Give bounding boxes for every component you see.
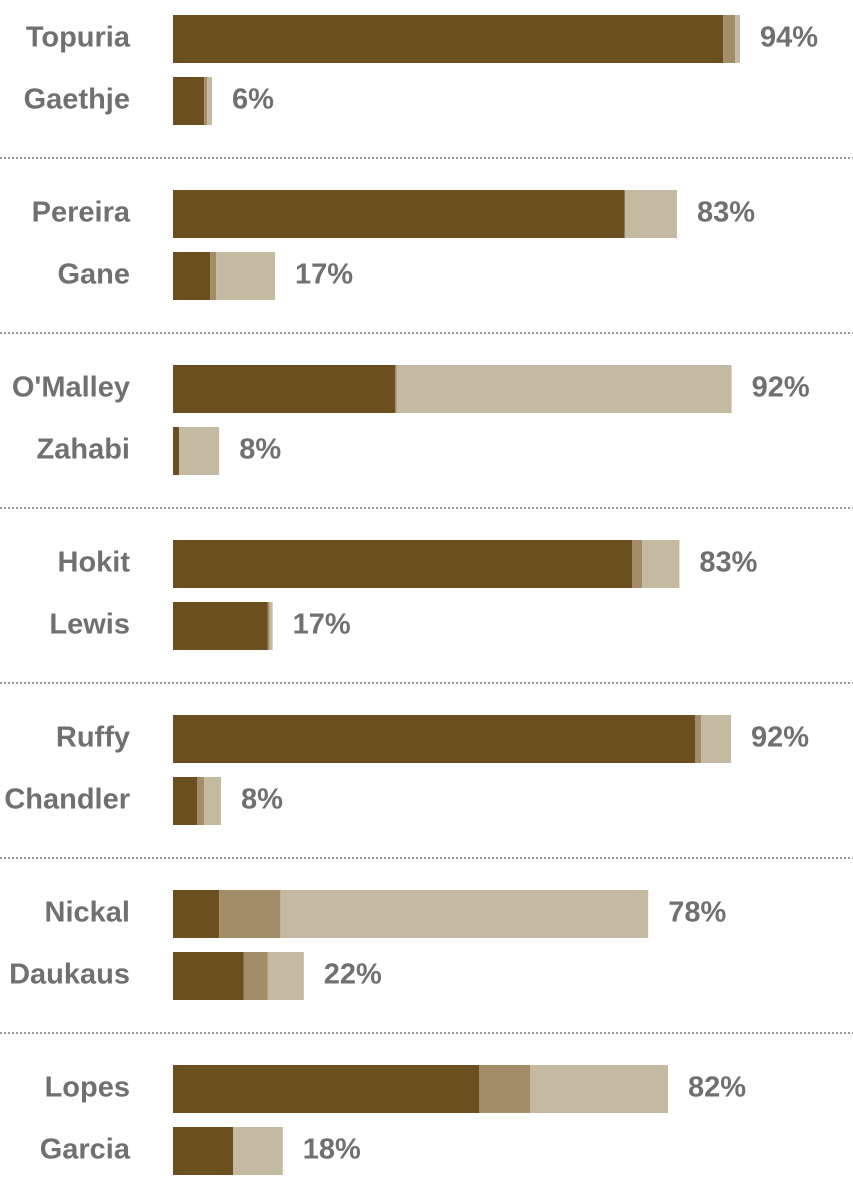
bar-segment xyxy=(197,777,205,825)
category-label: Zahabi xyxy=(37,434,130,466)
bar-segment xyxy=(207,77,212,125)
bar-segment xyxy=(179,427,220,475)
bar-segment xyxy=(173,540,632,588)
bar-segment xyxy=(173,952,244,1000)
value-label: 92% xyxy=(752,372,810,404)
bar-segment xyxy=(204,777,221,825)
value-label: 92% xyxy=(751,722,809,754)
value-label: 83% xyxy=(697,197,755,229)
bar-segment xyxy=(219,890,281,938)
bar-segment xyxy=(173,77,205,125)
value-label: 22% xyxy=(324,959,382,991)
bar-segment xyxy=(723,15,736,63)
bar-segment xyxy=(173,602,268,650)
bar-segment xyxy=(632,540,643,588)
category-label: Ruffy xyxy=(56,722,130,754)
bar-segment xyxy=(173,777,197,825)
bar-segment xyxy=(530,1065,668,1113)
bar-segment xyxy=(173,890,220,938)
bar-segment xyxy=(173,715,695,763)
bar-segment xyxy=(173,190,625,238)
bar-segment xyxy=(233,1127,283,1175)
value-label: 8% xyxy=(241,784,283,816)
category-label: Topuria xyxy=(26,22,131,54)
category-label: Lewis xyxy=(49,609,130,641)
category-label: Pereira xyxy=(32,197,131,229)
value-label: 18% xyxy=(303,1134,361,1166)
bar-segment xyxy=(216,252,275,300)
bar-segment xyxy=(173,252,211,300)
category-label: Gaethje xyxy=(24,84,130,116)
bar-segment xyxy=(173,365,395,413)
category-label: Daukaus xyxy=(9,959,130,991)
value-label: 83% xyxy=(699,547,757,579)
bar-segment xyxy=(210,252,217,300)
bar-segment xyxy=(204,77,208,125)
bar-segment xyxy=(642,540,680,588)
value-label: 17% xyxy=(293,609,351,641)
bar-segment xyxy=(173,15,724,63)
bar-segment xyxy=(267,952,304,1000)
bar-segment xyxy=(267,602,270,650)
value-label: 82% xyxy=(688,1072,746,1104)
category-label: Hokit xyxy=(58,547,131,579)
category-label: Garcia xyxy=(40,1134,131,1166)
value-label: 8% xyxy=(239,434,281,466)
bar-segment xyxy=(173,427,179,475)
bar-segment xyxy=(701,715,731,763)
category-label: O'Malley xyxy=(12,372,130,404)
bar-segment xyxy=(173,1065,479,1113)
bar-segment xyxy=(695,715,701,763)
value-label: 17% xyxy=(295,259,353,291)
category-label: Lopes xyxy=(45,1072,130,1104)
bar-segment xyxy=(735,15,740,63)
category-label: Gane xyxy=(57,259,130,291)
value-label: 6% xyxy=(232,84,274,116)
category-label: Chandler xyxy=(4,784,130,816)
value-label: 78% xyxy=(668,897,726,929)
bar-segment xyxy=(280,890,649,938)
bar-segment xyxy=(395,365,397,413)
bar-segment xyxy=(243,952,268,1000)
category-label: Nickal xyxy=(45,897,130,929)
bar-segment xyxy=(173,1127,233,1175)
bar-segment xyxy=(479,1065,530,1113)
bar-segment xyxy=(269,602,273,650)
bar-segment xyxy=(624,190,677,238)
bar-segment xyxy=(396,365,732,413)
value-label: 94% xyxy=(760,22,818,54)
